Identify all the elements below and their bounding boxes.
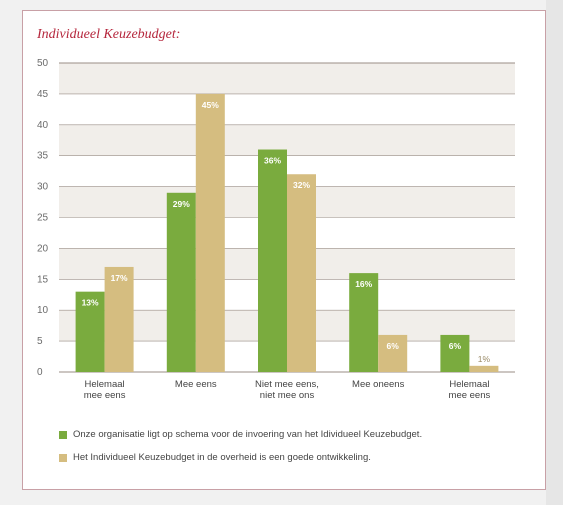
x-category-label: mee eens — [449, 390, 491, 401]
bar — [378, 334, 408, 372]
bar — [258, 149, 287, 372]
bar — [469, 365, 499, 372]
legend-label-series-2: Het Individueel Keuzebudget in de overhe… — [73, 452, 371, 463]
x-category-label: Niet mee eens, — [255, 379, 319, 390]
bar — [287, 174, 316, 372]
bar-data-label: 32% — [293, 180, 310, 190]
bar — [195, 93, 225, 373]
y-tick-label: 50 — [37, 58, 49, 69]
y-tick-label: 5 — [37, 336, 43, 347]
x-category-label: mee eens — [84, 390, 126, 401]
x-category-label: Helemaal — [85, 379, 125, 390]
y-tick-label: 40 — [37, 120, 49, 131]
legend-label-series-1: Onze organisatie ligt op schema voor de … — [73, 429, 423, 440]
bar — [440, 334, 470, 372]
x-category-label: Mee oneens — [352, 379, 405, 390]
y-tick-label: 20 — [37, 243, 49, 254]
y-tick-label: 30 — [37, 182, 49, 193]
bar-chart: 0 5 10 15 20 25 30 35 40 45 50 13% 29% 36% 16% 6% 17% 45%… — [37, 58, 515, 401]
legend-swatch-green — [59, 430, 67, 439]
bar — [75, 291, 105, 372]
legend-item-series-1: Onze organisatie ligt op schema voor de … — [59, 426, 422, 443]
bar — [104, 266, 134, 372]
x-category-label: niet mee ons — [260, 390, 315, 401]
bar-data-label: 1% — [478, 354, 491, 364]
bar — [166, 192, 196, 372]
x-category-label: Mee eens — [175, 379, 217, 390]
chart-title: Individueel Keuzebudget: — [37, 27, 181, 42]
bar-data-label: 6% — [449, 341, 462, 351]
page-side-shade — [546, 0, 563, 505]
bar-data-label: 13% — [82, 298, 99, 308]
bar-data-label: 16% — [355, 279, 372, 289]
bar — [349, 273, 379, 372]
legend: Onze organisatie ligt op schema voor de … — [59, 426, 422, 472]
bar-data-label: 6% — [387, 341, 400, 351]
bar-data-label: 29% — [173, 199, 190, 209]
y-tick-label: 10 — [37, 305, 49, 316]
legend-item-series-2: Het Individueel Keuzebudget in de overhe… — [59, 449, 422, 466]
y-tick-label: 35 — [37, 151, 49, 162]
chart-card: Individueel Keuzebudget: 0 5 10 15 20 25 30 35 4… — [22, 10, 546, 490]
bar-data-label: 17% — [111, 273, 128, 283]
bar-data-label: 45% — [202, 100, 219, 110]
x-category-label: Helemaal — [449, 379, 489, 390]
y-tick-label: 0 — [37, 367, 43, 378]
y-tick-label: 25 — [37, 213, 49, 224]
grid-band — [59, 63, 515, 94]
bar-data-label: 36% — [264, 156, 281, 166]
legend-swatch-tan — [59, 453, 67, 462]
y-tick-label: 45 — [37, 89, 49, 100]
y-tick-label: 15 — [37, 274, 49, 285]
